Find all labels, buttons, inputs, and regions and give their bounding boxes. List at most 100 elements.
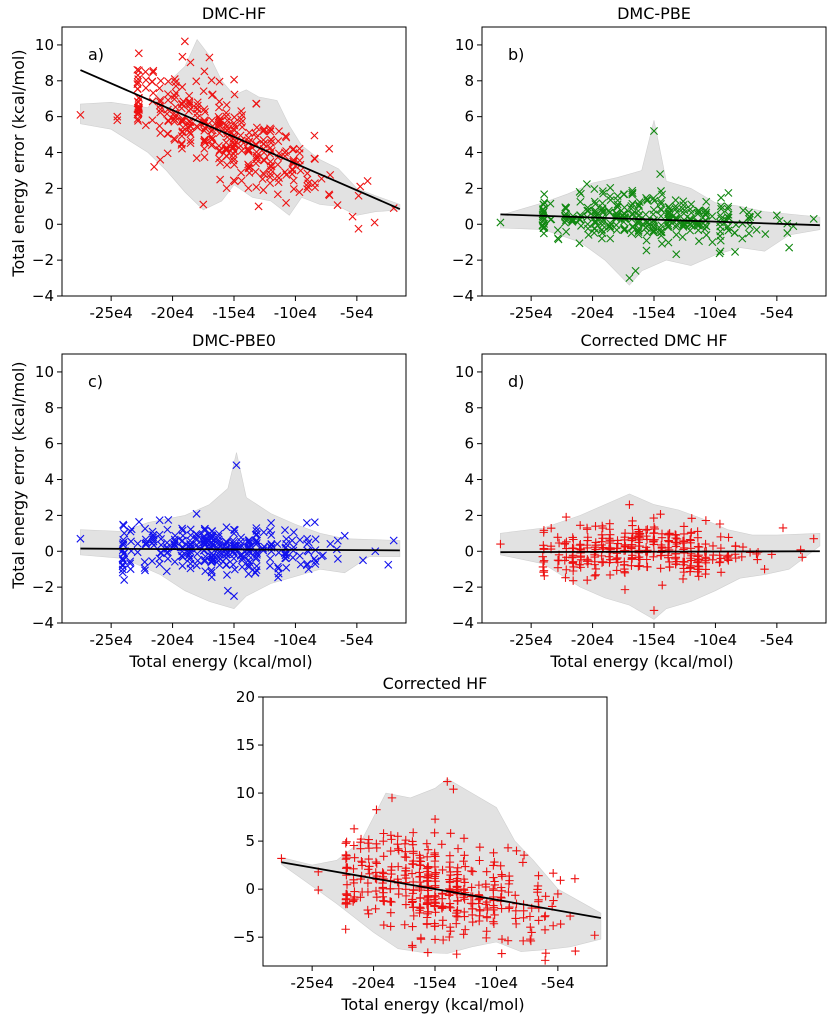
data-point (422, 839, 432, 848)
data-point (694, 237, 703, 246)
data-point (244, 161, 253, 170)
data-point (474, 899, 483, 908)
data-point (519, 936, 528, 946)
data-point (568, 217, 577, 226)
data-point (280, 148, 289, 157)
data-point (400, 839, 410, 848)
data-point (386, 865, 396, 875)
data-point (273, 562, 282, 571)
data-point (597, 558, 607, 567)
data-point (466, 899, 476, 908)
data-point (163, 109, 172, 118)
data-point (120, 529, 129, 538)
data-point (628, 521, 637, 530)
data-point (252, 524, 261, 533)
data-point (438, 865, 447, 875)
data-point (583, 220, 592, 229)
data-point (657, 227, 666, 236)
data-point (424, 863, 433, 873)
data-point (519, 913, 528, 923)
data-point (170, 112, 179, 121)
data-point (207, 141, 216, 150)
data-point (716, 211, 725, 220)
data-point (393, 832, 402, 841)
data-point (171, 88, 180, 97)
data-point (251, 129, 260, 138)
data-point (540, 198, 549, 207)
data-point (133, 78, 142, 87)
data-point (236, 537, 245, 546)
data-point (303, 182, 312, 191)
data-point (266, 179, 275, 188)
data-point (716, 568, 726, 577)
chart-title: Corrected DMC HF (580, 331, 727, 350)
data-point (155, 84, 164, 93)
data-point (207, 135, 216, 144)
data-point (649, 606, 659, 615)
data-point (364, 843, 374, 853)
data-point (310, 554, 319, 563)
data-point (649, 513, 658, 523)
data-point (541, 892, 550, 901)
data-point (672, 539, 682, 549)
data-point (409, 828, 418, 837)
x-axis-label-c: Total energy (kcal/mol) (128, 652, 312, 671)
y-tick-label: 15 (236, 736, 255, 754)
data-point (379, 829, 388, 838)
data-point (222, 100, 231, 109)
data-point (490, 880, 499, 890)
data-point (401, 847, 410, 856)
data-point (245, 562, 254, 571)
data-point (686, 226, 695, 235)
data-point (702, 222, 711, 231)
data-point (156, 108, 165, 117)
data-point (445, 923, 455, 932)
data-point (170, 539, 179, 548)
data-point (540, 925, 550, 934)
data-point (628, 186, 637, 195)
data-point (560, 539, 569, 549)
data-point (409, 911, 418, 921)
data-point (157, 540, 166, 549)
data-point (460, 895, 469, 904)
data-point (431, 868, 441, 878)
data-point (170, 135, 179, 144)
data-point (215, 146, 224, 155)
data-point (134, 49, 143, 58)
y-tick-label: 6 (464, 435, 474, 453)
data-point (424, 871, 433, 880)
data-point (207, 557, 216, 566)
data-point (184, 106, 193, 115)
data-point (135, 517, 144, 526)
data-point (605, 538, 614, 548)
x-tick-label: -20e4 (571, 631, 614, 649)
data-point (489, 919, 499, 928)
data-point (627, 204, 636, 213)
data-point (193, 98, 202, 107)
y-tick-label: 10 (455, 363, 474, 381)
data-point (119, 538, 128, 547)
data-point (126, 557, 135, 566)
data-point (459, 834, 469, 843)
data-point (363, 838, 373, 848)
y-tick-label: 8 (464, 72, 474, 90)
data-point (282, 198, 291, 207)
x-tick-label: -5e4 (340, 631, 374, 649)
data-point (260, 125, 269, 134)
data-point (446, 867, 455, 877)
data-point (170, 557, 179, 566)
data-point (634, 538, 643, 547)
data-point (216, 175, 225, 184)
data-point (372, 859, 381, 868)
data-point (357, 857, 366, 866)
data-point (631, 266, 640, 275)
y-tick-label: 10 (35, 36, 54, 54)
data-point (386, 846, 395, 856)
data-point (222, 184, 231, 193)
data-point (215, 118, 224, 127)
x-tick-label: -15e4 (212, 631, 255, 649)
data-point (489, 884, 498, 894)
data-point (809, 534, 818, 543)
data-point (625, 500, 634, 509)
data-point (490, 857, 499, 867)
